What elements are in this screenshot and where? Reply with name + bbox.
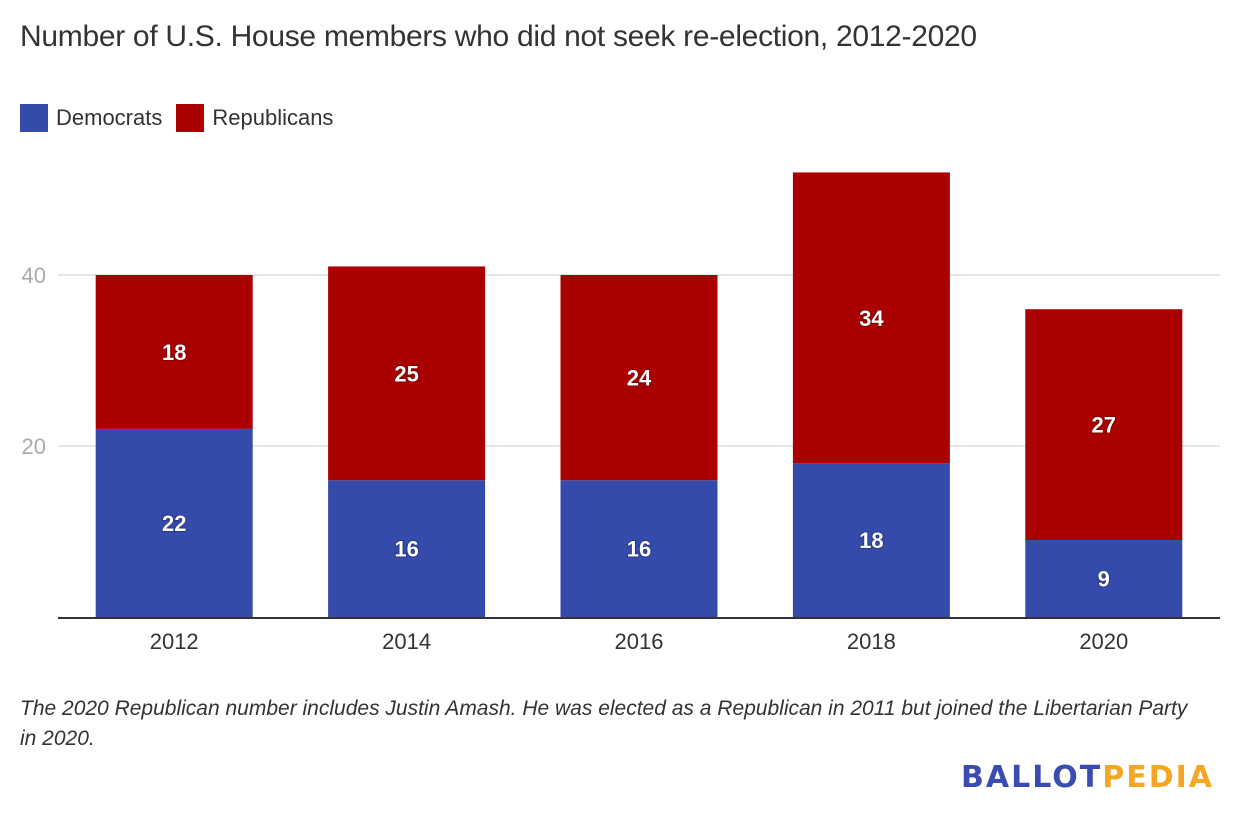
legend-item-republicans: Republicans (176, 104, 333, 132)
label-layer: 22 18 16 25 16 24 18 34 9 27 (161, 305, 1117, 593)
logo-pedia: PEDIA (1102, 760, 1214, 795)
data-label-democrats-2012: 22 (162, 511, 186, 536)
axis-layer: 20 40 2012 2014 2016 2018 2020 (22, 263, 1220, 654)
data-label-republicans-2020: 27 (1092, 413, 1116, 438)
data-label-democrats-2018: 18 (859, 528, 883, 553)
bar-democrats-2020 (1025, 540, 1183, 617)
bar-republicans-2014 (328, 266, 486, 481)
bar-democrats-2016 (560, 480, 718, 617)
data-label-republicans-2016: 24 (627, 366, 652, 391)
legend-item-democrats: Democrats (20, 104, 162, 132)
legend-label-republicans: Republicans (212, 105, 334, 130)
x-tick-label-2018: 2018 (847, 629, 896, 654)
x-tick-label-2016: 2016 (615, 629, 664, 654)
data-label-republicans-2014: 25 (394, 361, 418, 386)
bar-democrats-2018 (792, 463, 950, 617)
bar-republicans-2016 (560, 275, 718, 481)
chart-title: Number of U.S. House members who did not… (20, 20, 977, 53)
data-label-democrats-2014: 16 (394, 537, 418, 562)
ballotpedia-logo: BALLOTPEDIA (961, 760, 1214, 795)
bar-republicans-2018 (792, 172, 950, 464)
chart-note: The 2020 Republican number includes Just… (20, 697, 1188, 750)
data-label-republicans-2018: 34 (859, 306, 884, 331)
bar-chart: 22 18 16 25 16 24 18 34 9 27 20 40 2012 2014 2016 2018… (22, 172, 1220, 654)
legend-label-democrats: Democrats (56, 105, 163, 130)
data-label-democrats-2020: 9 (1098, 567, 1110, 592)
data-label-republicans-2012: 18 (162, 340, 186, 365)
legend-swatch-republicans (176, 104, 205, 132)
x-tick-label-2012: 2012 (150, 629, 199, 654)
logo-ballot: BALLOT (961, 760, 1103, 795)
bar-layer (95, 172, 1183, 617)
bar-democrats-2014 (328, 480, 486, 617)
x-tick-label-2014: 2014 (382, 629, 431, 654)
legend: Democrats Republicans (20, 104, 347, 132)
x-tick-label-2020: 2020 (1079, 629, 1128, 654)
bar-republicans-2020 (1025, 309, 1183, 541)
y-tick-label: 20 (22, 434, 46, 459)
legend-swatch-democrats (20, 104, 48, 132)
data-label-democrats-2016: 16 (627, 537, 651, 562)
bar-republicans-2012 (95, 275, 253, 429)
bar-democrats-2012 (95, 428, 253, 617)
y-tick-label: 40 (22, 263, 46, 288)
